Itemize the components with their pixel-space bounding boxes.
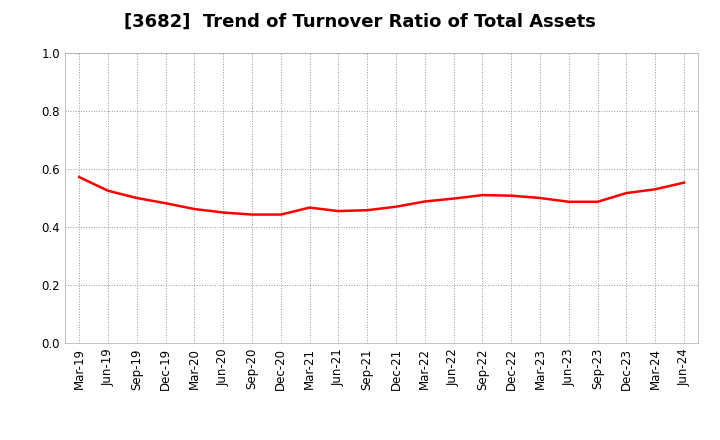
- Text: [3682]  Trend of Turnover Ratio of Total Assets: [3682] Trend of Turnover Ratio of Total …: [124, 13, 596, 31]
